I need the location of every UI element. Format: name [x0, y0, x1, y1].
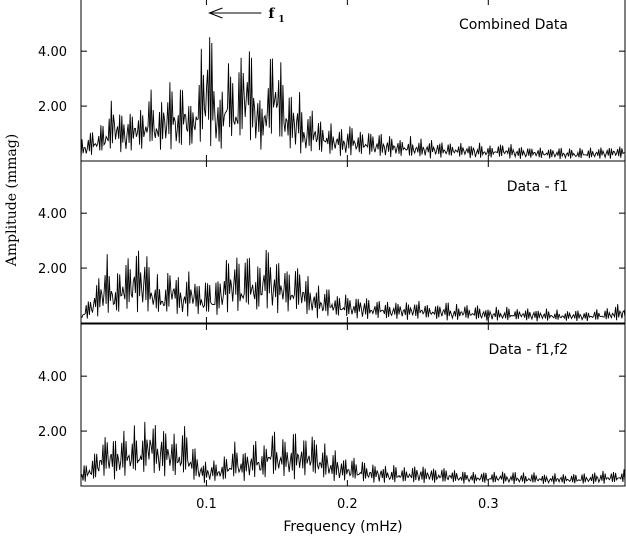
y-tick-label: 2.00: [38, 262, 67, 277]
f1-annotation-label: f: [268, 6, 275, 22]
f1-annotation-subscript: 1: [278, 15, 284, 25]
x-tick-label: 0.3: [478, 497, 499, 512]
spectrum-line-panel-1: [80, 37, 626, 160]
f1-arrow-head: [208, 7, 223, 19]
y-tick-label: 2.00: [38, 425, 67, 440]
panel-title: Data - f1,f2: [488, 342, 568, 358]
spectrum-line-panel-3: [80, 421, 626, 485]
x-tick-label: 0.1: [196, 497, 217, 512]
x-axis-label: Frequency (mHz): [283, 519, 402, 535]
spectrum-line-panel-2: [80, 249, 626, 322]
panel-title: Data - f1: [507, 179, 568, 195]
panel-title: Combined Data: [459, 17, 568, 33]
x-tick-label: 0.2: [337, 497, 358, 512]
y-tick-label: 4.00: [38, 370, 67, 385]
y-tick-label: 2.00: [38, 100, 67, 115]
panel-frame-3: [80, 323, 626, 487]
panel-frame-2: [80, 160, 626, 324]
y-tick-label: 4.00: [38, 207, 67, 222]
y-axis-label: Amplitude (mmag): [4, 134, 20, 267]
y-tick-label: 4.00: [38, 45, 67, 60]
